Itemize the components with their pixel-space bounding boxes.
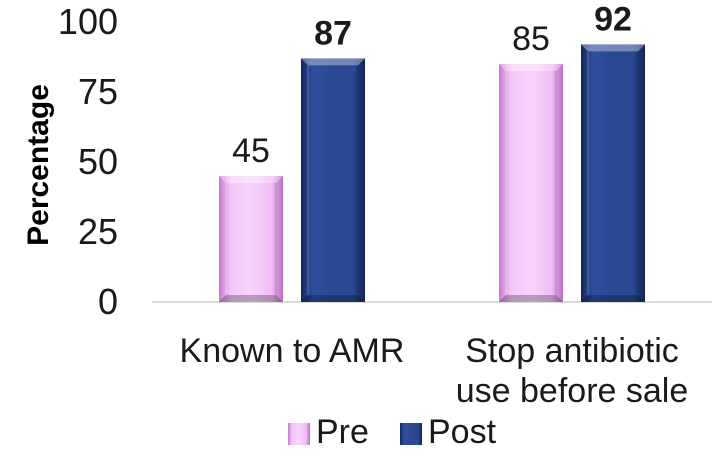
legend-swatch (288, 423, 310, 445)
legend-label: Pre (316, 413, 369, 451)
y-tick-label: 75 (78, 71, 118, 112)
data-label-post-1: 92 (594, 0, 632, 38)
x-category-label: Stop antibiotic (465, 332, 679, 370)
x-category-label: use before sale (456, 372, 689, 410)
y-tick-label: 25 (78, 211, 118, 252)
x-category-label: Known to AMR (180, 332, 405, 370)
y-tick-label: 0 (98, 281, 118, 322)
data-label-pre-1: 85 (512, 20, 550, 58)
bar-post-0 (301, 58, 365, 303)
data-label-pre-0: 45 (232, 132, 270, 170)
y-tick-label: 50 (78, 141, 118, 182)
bar-post-1 (581, 44, 645, 303)
legend-swatch (400, 423, 422, 445)
y-tick-label: 100 (58, 1, 118, 42)
bar-pre-0 (219, 176, 283, 302)
bar-pre-1 (499, 64, 563, 302)
data-label-post-0: 87 (314, 14, 352, 52)
legend-label: Post (428, 413, 497, 451)
legend-item-post: Post (400, 413, 497, 451)
legend-item-pre: Pre (288, 413, 369, 451)
y-axis-label: Percentage (22, 84, 55, 246)
